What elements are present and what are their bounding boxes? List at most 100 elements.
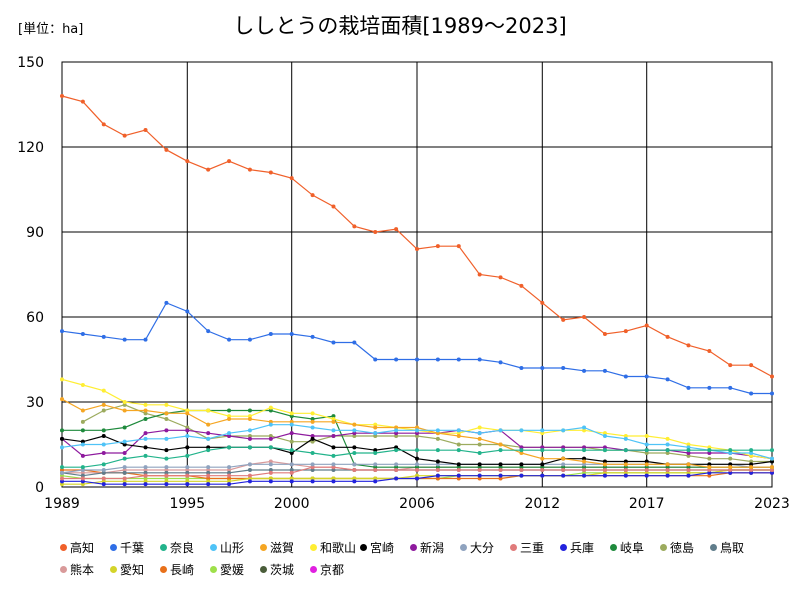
legend-label: 徳島: [670, 540, 695, 555]
data-point: [206, 329, 211, 334]
data-point: [101, 408, 106, 413]
data-point: [185, 445, 190, 450]
data-point: [623, 329, 628, 334]
data-point: [644, 473, 649, 478]
data-point: [582, 462, 587, 467]
data-point: [728, 470, 733, 475]
data-point: [373, 476, 378, 481]
data-point: [582, 470, 587, 475]
data-point: [686, 442, 691, 447]
data-point: [331, 434, 336, 438]
legend-label: 山形: [220, 540, 245, 555]
data-point: [435, 431, 440, 436]
data-point: [498, 442, 503, 447]
data-point: [394, 425, 399, 430]
data-point: [415, 448, 419, 453]
data-point: [143, 476, 148, 481]
data-point: [143, 473, 148, 478]
x-tick-label: 2000: [274, 496, 310, 512]
data-point: [373, 431, 378, 436]
data-point: [498, 428, 503, 433]
data-point: [582, 448, 587, 453]
legend-label: 高知: [70, 540, 95, 555]
data-point: [373, 425, 378, 430]
data-point: [415, 357, 419, 362]
data-point: [227, 473, 232, 478]
data-point: [582, 473, 587, 478]
legend-label: 兵庫: [570, 540, 595, 555]
data-point: [227, 479, 232, 484]
legend-label: 和歌山: [320, 540, 357, 555]
data-point: [143, 468, 148, 472]
data-point: [227, 337, 232, 342]
data-point: [456, 431, 461, 436]
data-point: [352, 224, 357, 229]
data-point: [477, 476, 482, 481]
data-point: [268, 170, 273, 175]
data-point: [415, 456, 419, 461]
data-point: [310, 468, 315, 472]
data-point: [519, 445, 524, 450]
data-point: [749, 470, 754, 475]
data-point: [519, 473, 524, 478]
data-point: [665, 377, 670, 382]
data-point: [247, 468, 252, 472]
data-point: [623, 448, 628, 453]
data-point: [707, 385, 712, 390]
data-point: [352, 479, 357, 484]
data-point: [770, 374, 774, 379]
data-point: [686, 343, 691, 348]
y-tick-label: 0: [35, 480, 44, 496]
data-point: [268, 422, 273, 427]
data-point: [164, 417, 169, 421]
data-point: [686, 451, 691, 455]
data-point: [582, 315, 587, 319]
data-point: [164, 465, 169, 470]
data-point: [561, 462, 566, 467]
data-point: [749, 391, 754, 396]
data-point: [707, 456, 712, 461]
data-point: [352, 462, 357, 467]
data-point: [310, 439, 315, 444]
data-point: [602, 462, 607, 467]
data-point: [143, 337, 148, 342]
data-point: [435, 436, 440, 441]
data-point: [582, 445, 587, 450]
data-point: [289, 431, 294, 436]
data-point: [164, 473, 169, 478]
legend-item: 三重: [510, 538, 560, 556]
data-point: [477, 468, 482, 472]
data-point: [185, 482, 190, 487]
data-point: [644, 442, 649, 447]
data-point: [623, 374, 628, 379]
legend-item: 京都: [310, 560, 360, 578]
data-point: [686, 468, 691, 472]
data-point: [540, 465, 545, 470]
data-point: [185, 309, 190, 314]
data-point: [602, 434, 607, 438]
data-point: [80, 465, 85, 470]
legend-swatch: [560, 543, 567, 551]
data-point: [331, 465, 336, 470]
data-point: [310, 479, 315, 484]
data-point: [665, 451, 670, 455]
data-point: [206, 431, 211, 436]
data-point: [623, 434, 628, 438]
data-point: [770, 470, 774, 475]
data-point: [227, 445, 232, 450]
data-point: [310, 451, 315, 455]
data-point: [394, 476, 399, 481]
legend-label: 奈良: [170, 540, 195, 555]
data-point: [247, 337, 252, 342]
data-point: [582, 459, 587, 464]
data-point: [206, 167, 211, 172]
data-point: [164, 476, 169, 481]
data-point: [289, 414, 294, 419]
data-point: [206, 470, 211, 475]
data-point: [540, 445, 545, 450]
data-point: [289, 451, 294, 455]
data-point: [268, 459, 273, 464]
data-point: [185, 408, 190, 413]
legend-swatch: [260, 565, 267, 573]
data-point: [80, 332, 85, 336]
